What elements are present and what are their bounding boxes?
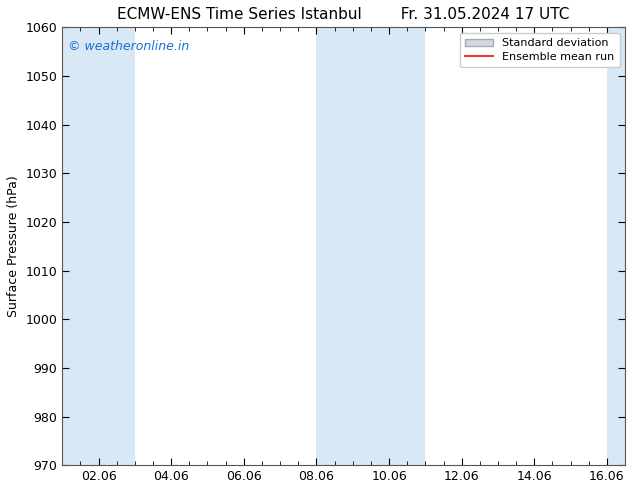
Bar xyxy=(62,27,135,465)
Legend: Standard deviation, Ensemble mean run: Standard deviation, Ensemble mean run xyxy=(460,33,619,67)
Title: ECMW-ENS Time Series Istanbul        Fr. 31.05.2024 17 UTC: ECMW-ENS Time Series Istanbul Fr. 31.05.… xyxy=(117,7,570,22)
Bar xyxy=(607,27,625,465)
Bar xyxy=(316,27,425,465)
Y-axis label: Surface Pressure (hPa): Surface Pressure (hPa) xyxy=(7,175,20,317)
Text: © weatheronline.in: © weatheronline.in xyxy=(68,40,189,53)
